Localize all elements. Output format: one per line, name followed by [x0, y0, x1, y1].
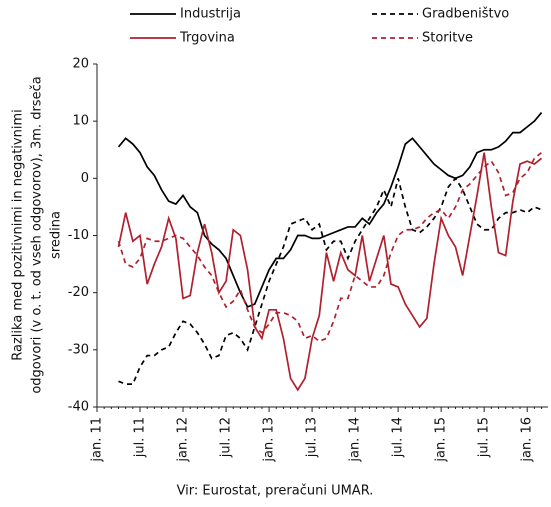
- series-line: [117, 112, 543, 309]
- x-tick-label: jul. 12: [219, 417, 234, 458]
- source-note: Vir: Eurostat, preračuni UMAR.: [177, 484, 374, 499]
- y-axis-title: odgovori (v o. t. od vseh odgovorov), 3m…: [30, 76, 45, 393]
- y-tick-label: 0: [81, 171, 89, 186]
- x-tick-label: jan. 12: [176, 417, 191, 463]
- x-tick-label: jul. 15: [477, 417, 492, 458]
- y-tick-label: -30: [68, 342, 89, 357]
- y-tick-label: -40: [68, 400, 89, 415]
- y-tick-label: 20: [72, 57, 89, 72]
- series-line: [118, 176, 542, 385]
- y-tick-label: 10: [72, 114, 89, 129]
- series-line: [117, 152, 543, 392]
- legend-label: Storitve: [422, 31, 473, 46]
- legend-label: Industrija: [180, 7, 241, 22]
- x-tick-label: jul. 14: [391, 417, 406, 458]
- x-tick-label: jul. 13: [305, 417, 320, 458]
- x-tick-label: jan. 13: [262, 417, 277, 463]
- x-tick-label: jan. 11: [90, 417, 105, 463]
- x-tick-label: jan. 16: [520, 417, 535, 463]
- y-tick-label: -10: [68, 228, 89, 243]
- y-tick-label: -20: [68, 285, 89, 300]
- x-tick-label: jan. 15: [434, 417, 449, 463]
- legend-label: Gradbeništvo: [422, 7, 509, 22]
- y-axis-title: sredina: [49, 211, 64, 259]
- series-line: [117, 151, 543, 343]
- x-tick-label: jan. 14: [348, 417, 363, 463]
- legend-label: Trgovina: [179, 31, 235, 46]
- x-tick-label: jul. 11: [133, 417, 148, 458]
- y-axis-title: Razlika med pozitivnimi in negativnimi: [11, 109, 26, 360]
